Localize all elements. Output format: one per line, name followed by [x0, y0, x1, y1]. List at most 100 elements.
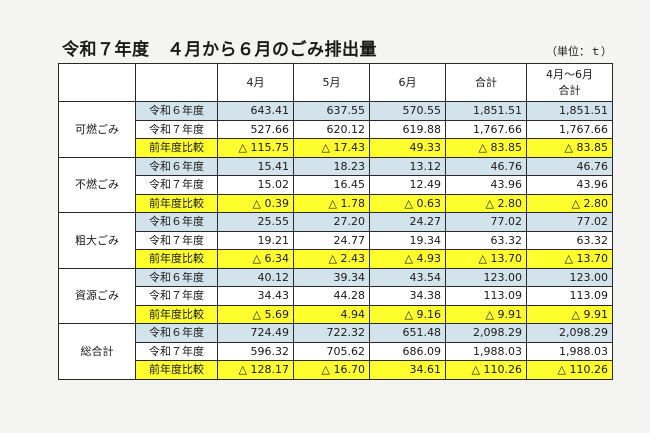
value-cell: 43.54 [369, 267, 446, 287]
header-period: 4月～6月 [546, 67, 593, 81]
value-cell: 24.27 [369, 212, 446, 232]
row-label: 前年度比較 [135, 360, 218, 380]
row-label: 前年度比較 [135, 193, 218, 213]
header-blank-2 [135, 63, 218, 102]
value-cell: 15.02 [217, 175, 294, 195]
value-cell: 77.02 [445, 212, 527, 232]
value-cell: 113.09 [526, 286, 613, 306]
value-cell: △ 2.80 [445, 193, 527, 213]
value-cell: 34.61 [369, 360, 446, 380]
value-cell: 34.43 [217, 286, 294, 306]
header-total: 合計 [445, 63, 527, 102]
value-cell: △ 0.63 [369, 193, 446, 213]
value-cell: 63.32 [526, 230, 613, 250]
value-cell: 1,767.66 [526, 119, 613, 139]
table-row: 令和７年度 15.02 16.45 12.49 43.96 43.96 [59, 175, 613, 195]
value-cell: 2,098.29 [526, 323, 613, 343]
row-label: 前年度比較 [135, 138, 218, 158]
value-cell: 113.09 [445, 286, 527, 306]
value-cell: 34.38 [369, 286, 446, 306]
value-cell: △ 9.16 [369, 304, 446, 324]
value-cell: △ 17.43 [293, 138, 370, 158]
value-cell: 19.34 [369, 230, 446, 250]
value-cell: 686.09 [369, 341, 446, 361]
value-cell: 46.76 [526, 156, 613, 176]
row-label: 前年度比較 [135, 304, 218, 324]
value-cell: △ 13.70 [445, 249, 527, 269]
value-cell: 1,988.03 [445, 341, 527, 361]
header-apr: 4月 [217, 63, 294, 102]
table-row: 前年度比較 △ 6.34 △ 2.43 △ 4.93 △ 13.70 △ 13.70 [59, 249, 613, 269]
waste-table: 4月 5月 6月 合計 4月～6月 合計 可燃ごみ 令和６年度 643.41 637.… [58, 63, 613, 380]
row-label: 令和６年度 [135, 101, 218, 121]
value-cell: 16.45 [293, 175, 370, 195]
value-cell: 596.32 [217, 341, 294, 361]
value-cell: 620.12 [293, 119, 370, 139]
value-cell: 637.55 [293, 101, 370, 121]
value-cell: 43.96 [445, 175, 527, 195]
unit-label: （単位：ｔ） [546, 45, 612, 58]
value-cell: 12.49 [369, 175, 446, 195]
row-label: 前年度比較 [135, 249, 218, 269]
header-jun: 6月 [369, 63, 446, 102]
value-cell: △ 83.85 [445, 138, 527, 158]
value-cell: 1,988.03 [526, 341, 613, 361]
value-cell: 651.48 [369, 323, 446, 343]
value-cell: 527.66 [217, 119, 294, 139]
row-label: 令和７年度 [135, 175, 218, 195]
value-cell: 15.41 [217, 156, 294, 176]
page-title: 令和７年度 ４月から６月のごみ排出量 [62, 40, 377, 60]
value-cell: 722.32 [293, 323, 370, 343]
value-cell: 24.77 [293, 230, 370, 250]
value-cell: 1,851.51 [445, 101, 527, 121]
table-body: 可燃ごみ 令和６年度 643.41 637.55 570.55 1,851.51 1,851… [58, 101, 613, 380]
table-row: 令和７年度 34.43 44.28 34.38 113.09 113.09 [59, 286, 613, 306]
header-blank [58, 63, 136, 102]
header-may: 5月 [293, 63, 370, 102]
row-label: 令和６年度 [135, 156, 218, 176]
table-row: 可燃ごみ 令和６年度 643.41 637.55 570.55 1,851.51 1,851… [58, 101, 613, 158]
value-cell: 49.33 [369, 138, 446, 158]
row-label: 令和６年度 [135, 323, 218, 343]
header-period-sum: 合計 [558, 83, 581, 97]
value-cell: △ 5.69 [217, 304, 294, 324]
value-cell: 46.76 [445, 156, 527, 176]
value-cell: 40.12 [217, 267, 294, 287]
table-row: 前年度比較 △ 0.39 △ 1.78 △ 0.63 △ 2.80 △ 2.80 [59, 193, 613, 213]
header-row: 4月 5月 6月 合計 4月～6月 合計 [58, 63, 613, 102]
value-cell: 1,851.51 [526, 101, 613, 121]
value-cell: 39.34 [293, 267, 370, 287]
value-cell: 44.28 [293, 286, 370, 306]
value-cell: 18.23 [293, 156, 370, 176]
value-cell: △ 4.93 [369, 249, 446, 269]
row-label: 令和７年度 [135, 119, 218, 139]
value-cell: △ 128.17 [217, 360, 294, 380]
value-cell: 13.12 [369, 156, 446, 176]
table-row: 令和７年度 596.32 705.62 686.09 1,988.03 1,988.03 [59, 341, 613, 361]
row-label: 令和７年度 [135, 286, 218, 306]
category-label: 粗大ごみ [58, 212, 136, 269]
value-cell: △ 110.26 [445, 360, 527, 380]
table-row: 粗大ごみ 令和６年度 25.55 27.20 24.27 77.02 77.02 [58, 212, 613, 269]
row-label: 令和６年度 [135, 267, 218, 287]
table-row: 前年度比較 △ 115.75 △ 17.43 49.33 △ 83.85 △ 83.85 [59, 138, 613, 158]
value-cell: △ 2.80 [526, 193, 613, 213]
row-label: 令和７年度 [135, 230, 218, 250]
row-label: 令和６年度 [135, 212, 218, 232]
value-cell: △ 0.39 [217, 193, 294, 213]
value-cell: 4.94 [293, 304, 370, 324]
value-cell: 123.00 [445, 267, 527, 287]
value-cell: 27.20 [293, 212, 370, 232]
table-row: 資源ごみ 令和６年度 40.12 39.34 43.54 123.00 123.00 [58, 267, 613, 324]
category-label: 資源ごみ [58, 267, 136, 324]
category-label: 不燃ごみ [58, 156, 136, 213]
value-cell: △ 115.75 [217, 138, 294, 158]
value-cell: 19.21 [217, 230, 294, 250]
table-row: 令和７年度 527.66 620.12 619.88 1,767.66 1,767.66 [59, 119, 613, 139]
value-cell: 1,767.66 [445, 119, 527, 139]
value-cell: 619.88 [369, 119, 446, 139]
table-row: 前年度比較 △ 5.69 4.94 △ 9.16 △ 9.91 △ 9.91 [59, 304, 613, 324]
value-cell: △ 16.70 [293, 360, 370, 380]
value-cell: △ 9.91 [526, 304, 613, 324]
value-cell: 63.32 [445, 230, 527, 250]
